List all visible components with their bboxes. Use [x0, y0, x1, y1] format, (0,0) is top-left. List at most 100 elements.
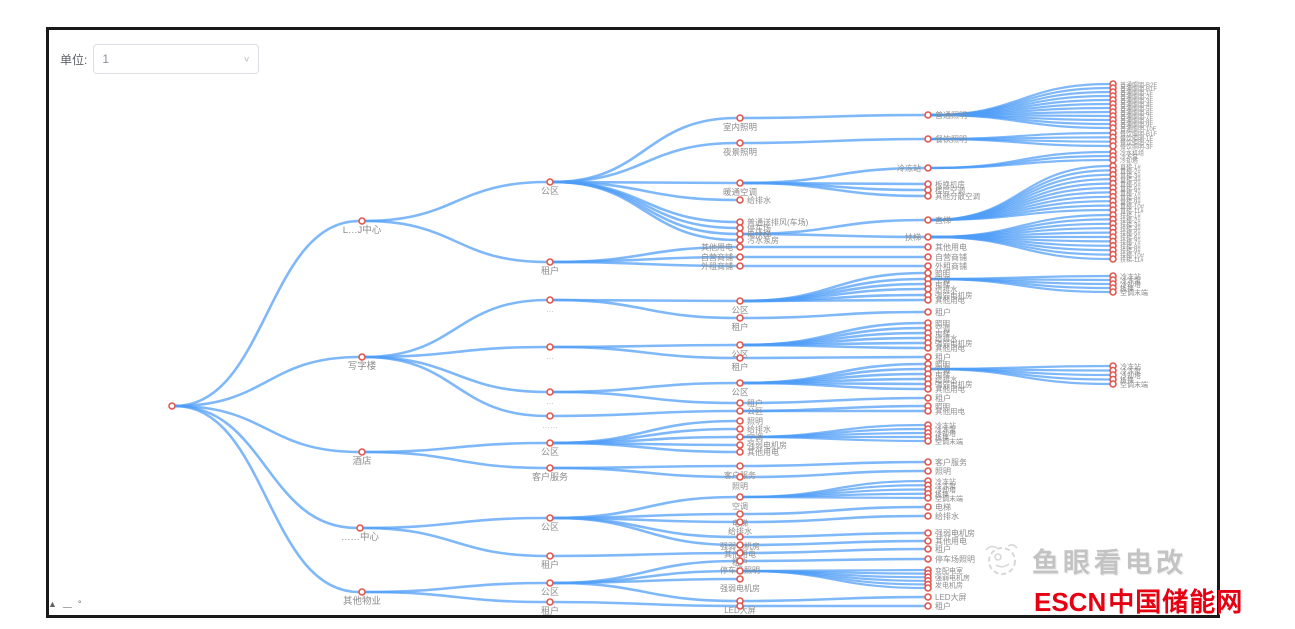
- tree-node[interactable]: [546, 343, 554, 351]
- tree-node[interactable]: [924, 407, 932, 415]
- tree-node[interactable]: [358, 217, 366, 225]
- tree-node[interactable]: [736, 139, 744, 147]
- tree-node[interactable]: [546, 178, 554, 186]
- tree-node[interactable]: [1109, 255, 1117, 263]
- tree-node[interactable]: [924, 192, 932, 200]
- tree-node[interactable]: [924, 555, 932, 563]
- tree-node[interactable]: [736, 533, 744, 541]
- tree-node[interactable]: [736, 218, 744, 226]
- tree-node[interactable]: [168, 402, 176, 410]
- tree-node[interactable]: [924, 285, 932, 293]
- tree-node[interactable]: [736, 473, 744, 481]
- tree-node[interactable]: [924, 394, 932, 402]
- tree-node[interactable]: [736, 179, 744, 187]
- tree-node[interactable]: [736, 114, 744, 122]
- tree-edge: [552, 600, 738, 608]
- tree-node[interactable]: [924, 494, 932, 502]
- tree-node[interactable]: [924, 353, 932, 361]
- tree-node-label: 租户: [935, 601, 951, 611]
- tree-node[interactable]: [736, 297, 744, 305]
- tree-node[interactable]: [358, 448, 366, 456]
- tree-node[interactable]: [924, 458, 932, 466]
- tree-node[interactable]: [924, 512, 932, 520]
- tree-node[interactable]: [924, 344, 932, 352]
- tree-node[interactable]: [736, 230, 744, 238]
- tree-node[interactable]: [546, 598, 554, 606]
- tree-node[interactable]: [736, 462, 744, 470]
- tree-node[interactable]: [358, 353, 366, 361]
- tree-node[interactable]: [736, 575, 744, 583]
- tree-node[interactable]: [1109, 288, 1117, 296]
- tree-edge: [552, 466, 738, 479]
- tree-node[interactable]: [736, 407, 744, 415]
- tree-node[interactable]: [546, 579, 554, 587]
- tree-node[interactable]: [924, 437, 932, 445]
- tree-node[interactable]: [924, 135, 932, 143]
- tree-node[interactable]: [736, 262, 744, 270]
- tree-node[interactable]: [736, 354, 744, 362]
- tree-node[interactable]: [924, 186, 932, 194]
- tree-node[interactable]: [736, 379, 744, 387]
- unit-select-dropdown[interactable]: 1 ∨: [93, 44, 260, 74]
- tree-node[interactable]: [736, 448, 744, 456]
- tree-node[interactable]: [1109, 380, 1117, 388]
- tree-node-label: 强弱电机房: [935, 290, 973, 300]
- tree-node[interactable]: [924, 385, 932, 393]
- tree-node[interactable]: [924, 243, 932, 251]
- tree-node[interactable]: [736, 518, 744, 526]
- tree-node[interactable]: [924, 584, 932, 592]
- tree-node[interactable]: [736, 602, 744, 610]
- tree-node[interactable]: [736, 425, 744, 433]
- tree-node[interactable]: [546, 552, 554, 560]
- tree-edge: [364, 450, 548, 470]
- tree-node[interactable]: [736, 243, 744, 251]
- tree-node[interactable]: [924, 467, 932, 475]
- tree-node[interactable]: [736, 314, 744, 322]
- tree-node[interactable]: [924, 111, 932, 119]
- tree-node[interactable]: [736, 236, 744, 244]
- tree-node[interactable]: [736, 399, 744, 407]
- tree-node[interactable]: [736, 557, 744, 565]
- tree-node[interactable]: [924, 503, 932, 511]
- tree-node-label: LED大屏: [724, 605, 756, 615]
- tree-node[interactable]: [924, 216, 932, 224]
- tree-node[interactable]: [1109, 156, 1117, 164]
- tree-node[interactable]: [924, 233, 932, 241]
- tree-node[interactable]: [546, 296, 554, 304]
- tree-node[interactable]: [924, 545, 932, 553]
- tree-node[interactable]: [924, 537, 932, 545]
- tree-node[interactable]: [546, 388, 554, 396]
- tree-node[interactable]: [924, 308, 932, 316]
- tree-node[interactable]: [736, 196, 744, 204]
- tree-node[interactable]: [736, 341, 744, 349]
- tree-node[interactable]: [924, 262, 932, 270]
- tree-node[interactable]: [736, 224, 744, 232]
- tree-node[interactable]: [924, 602, 932, 610]
- tree-node-label: 照明: [935, 402, 950, 411]
- tree-node[interactable]: [736, 493, 744, 501]
- tree-node[interactable]: [736, 441, 744, 449]
- tree-node[interactable]: [736, 541, 744, 549]
- tree-node[interactable]: [1109, 142, 1117, 150]
- tree-node[interactable]: [736, 433, 744, 441]
- tree-node[interactable]: [546, 258, 554, 266]
- tree-node[interactable]: [546, 412, 554, 420]
- tree-node[interactable]: [924, 529, 932, 537]
- tree-node[interactable]: [546, 464, 554, 472]
- tree-node[interactable]: [736, 417, 744, 425]
- tree-node[interactable]: [358, 588, 366, 596]
- tree-node[interactable]: [924, 593, 932, 601]
- tree-node[interactable]: [546, 514, 554, 522]
- tree-node[interactable]: [924, 253, 932, 261]
- tree-node[interactable]: [924, 296, 932, 304]
- tree-node[interactable]: [924, 269, 932, 277]
- tree-node[interactable]: [736, 510, 744, 518]
- tree-node[interactable]: [736, 549, 744, 557]
- tree-node[interactable]: [924, 164, 932, 172]
- tree-node[interactable]: [924, 180, 932, 188]
- tree-node[interactable]: [736, 253, 744, 261]
- tree-node[interactable]: [736, 567, 744, 575]
- tree-node[interactable]: [546, 439, 554, 447]
- tree-node[interactable]: [356, 524, 364, 532]
